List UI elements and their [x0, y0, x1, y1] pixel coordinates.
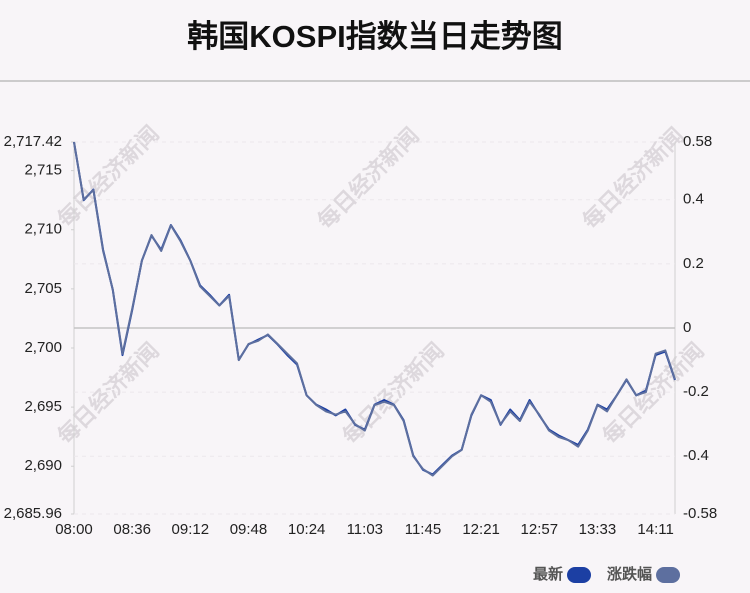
x-tick-label: 09:48	[230, 521, 268, 538]
y-tick-label: 2,710	[24, 221, 62, 238]
y-tick-label: 2,700	[24, 339, 62, 356]
y2-tick-label: 0.2	[683, 255, 704, 272]
y-tick-label: 2,717.42	[4, 133, 62, 150]
x-tick-label: 09:12	[172, 521, 210, 538]
x-tick-label: 10:24	[288, 521, 326, 538]
x-tick-label: 08:00	[55, 521, 93, 538]
x-tick-label: 13:33	[579, 521, 617, 538]
legend-label: 最新	[533, 565, 563, 583]
legend-swatch	[656, 567, 681, 583]
y-tick-label: 2,695	[24, 398, 62, 415]
legend-swatch	[567, 567, 592, 583]
line-series	[73, 141, 676, 477]
x-tick-label: 11:45	[405, 521, 441, 538]
y2-tick-label: 0	[683, 319, 691, 336]
y2-tick-label: -0.2	[683, 383, 709, 400]
y2-tick-label: 0.58	[683, 133, 712, 150]
y2-tick-label: 0.4	[683, 191, 704, 208]
x-tick-label: 14:11	[637, 521, 673, 538]
x-tick-label: 12:57	[521, 521, 559, 538]
y-tick-label: 2,715	[24, 162, 62, 179]
legend-label: 涨跌幅	[607, 565, 652, 583]
chart-title: 韩国KOSPI指数当日走势图	[187, 19, 562, 54]
y-tick-label: 2,705	[24, 280, 62, 297]
y-tick-label: 2,685.96	[4, 505, 62, 522]
x-tick-label: 11:03	[347, 521, 383, 538]
y2-tick-label: -0.4	[683, 447, 709, 464]
x-tick-label: 08:36	[113, 521, 151, 538]
x-tick-label: 12:21	[462, 521, 500, 538]
y-tick-label: 2,690	[24, 457, 62, 474]
y2-tick-label: -0.58	[683, 505, 717, 522]
